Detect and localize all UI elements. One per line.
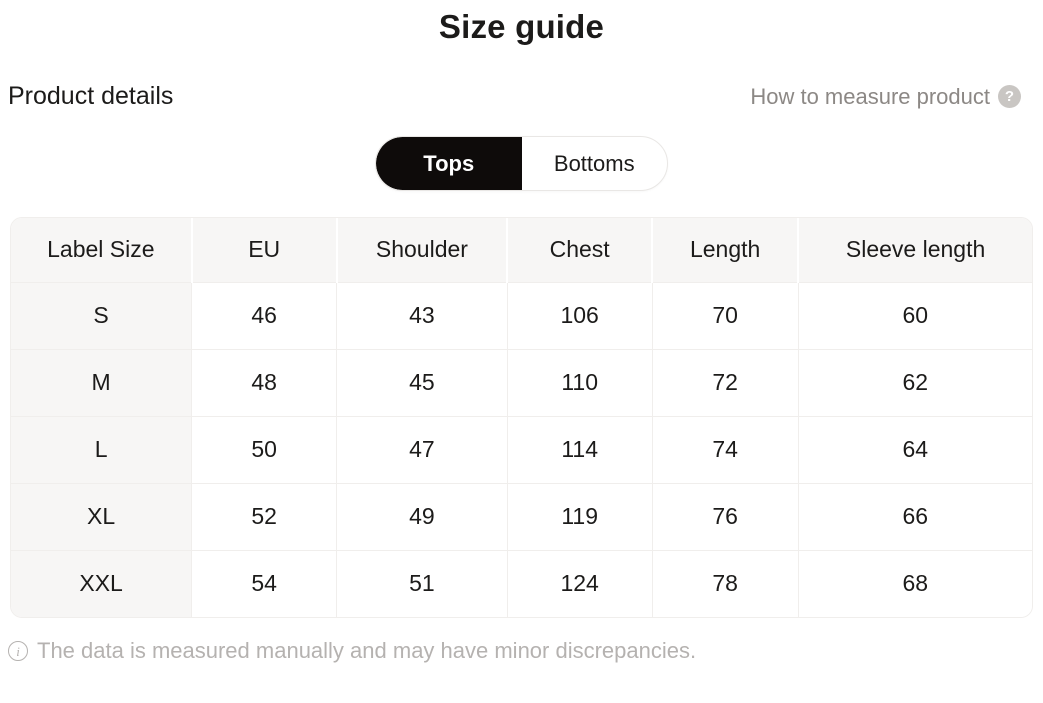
measurement-cell: 60 (798, 281, 1032, 349)
disclaimer-text: The data is measured manually and may ha… (37, 638, 697, 663)
category-toggle: Tops Bottoms (375, 136, 668, 191)
measurement-cell: 78 (652, 549, 799, 617)
measurement-cell: 52 (191, 482, 338, 550)
measurement-cell: 124 (507, 549, 653, 617)
measurement-cell: 119 (507, 482, 653, 550)
page-title: Size guide (438, 8, 605, 45)
disclaimer: i The data is measured manually and may … (0, 638, 1043, 664)
table-row: L 50 47 114 74 64 (11, 415, 1032, 483)
info-icon: i (8, 641, 28, 661)
how-to-measure-link[interactable]: How to measure product ? (750, 84, 1021, 110)
column-header: Length (652, 218, 800, 282)
measurement-cell: 49 (336, 482, 508, 550)
measurement-cell: 46 (191, 281, 338, 349)
measurement-cell: 114 (507, 415, 653, 483)
section-title: Product details (8, 82, 174, 110)
column-header: Shoulder (336, 218, 509, 282)
measurement-cell: 70 (652, 281, 799, 349)
help-icon[interactable]: ? (998, 85, 1021, 108)
measurement-cell: 51 (336, 549, 508, 617)
measurement-cell: 74 (652, 415, 799, 483)
column-header: Sleeve length (798, 218, 1032, 282)
subheader: Product details How to measure product ? (0, 82, 1043, 111)
tab-bottoms[interactable]: Bottoms (522, 137, 668, 190)
measurement-cell: 72 (652, 348, 799, 416)
size-label-cell: M (11, 348, 193, 416)
size-label-cell: S (11, 281, 193, 349)
measurement-cell: 66 (798, 482, 1032, 550)
measurement-cell: 45 (336, 348, 508, 416)
measurement-cell: 48 (191, 348, 338, 416)
measurement-cell: 50 (191, 415, 338, 483)
column-header: Label Size (11, 218, 193, 282)
column-header: EU (191, 218, 338, 282)
measurement-cell: 106 (507, 281, 653, 349)
size-label-cell: XXL (11, 549, 193, 617)
size-table-container: Label Size EU Shoulder Chest Length Sleeve le… (10, 217, 1033, 618)
tab-tops[interactable]: Tops (376, 137, 522, 190)
table-row: XXL 54 51 124 78 68 (11, 549, 1032, 617)
table-row: S 46 43 106 70 60 (11, 281, 1032, 349)
column-header: Chest (507, 218, 654, 282)
measurement-cell: 62 (798, 348, 1032, 416)
measurement-cell: 110 (507, 348, 653, 416)
measurement-cell: 47 (336, 415, 508, 483)
measurement-cell: 64 (798, 415, 1032, 483)
how-to-measure-label: How to measure product (750, 83, 990, 109)
table-header-row: Label Size EU Shoulder Chest Length Sleeve le… (11, 218, 1032, 282)
measurement-cell: 76 (652, 482, 799, 550)
measurement-cell: 43 (336, 281, 508, 349)
table-row: M 48 45 110 72 62 (11, 348, 1032, 416)
size-table: Label Size EU Shoulder Chest Length Sleeve le… (11, 218, 1032, 617)
size-label-cell: L (11, 415, 193, 483)
measurement-cell: 54 (191, 549, 338, 617)
table-row: XL 52 49 119 76 66 (11, 482, 1032, 550)
size-label-cell: XL (11, 482, 193, 550)
measurement-cell: 68 (798, 549, 1032, 617)
